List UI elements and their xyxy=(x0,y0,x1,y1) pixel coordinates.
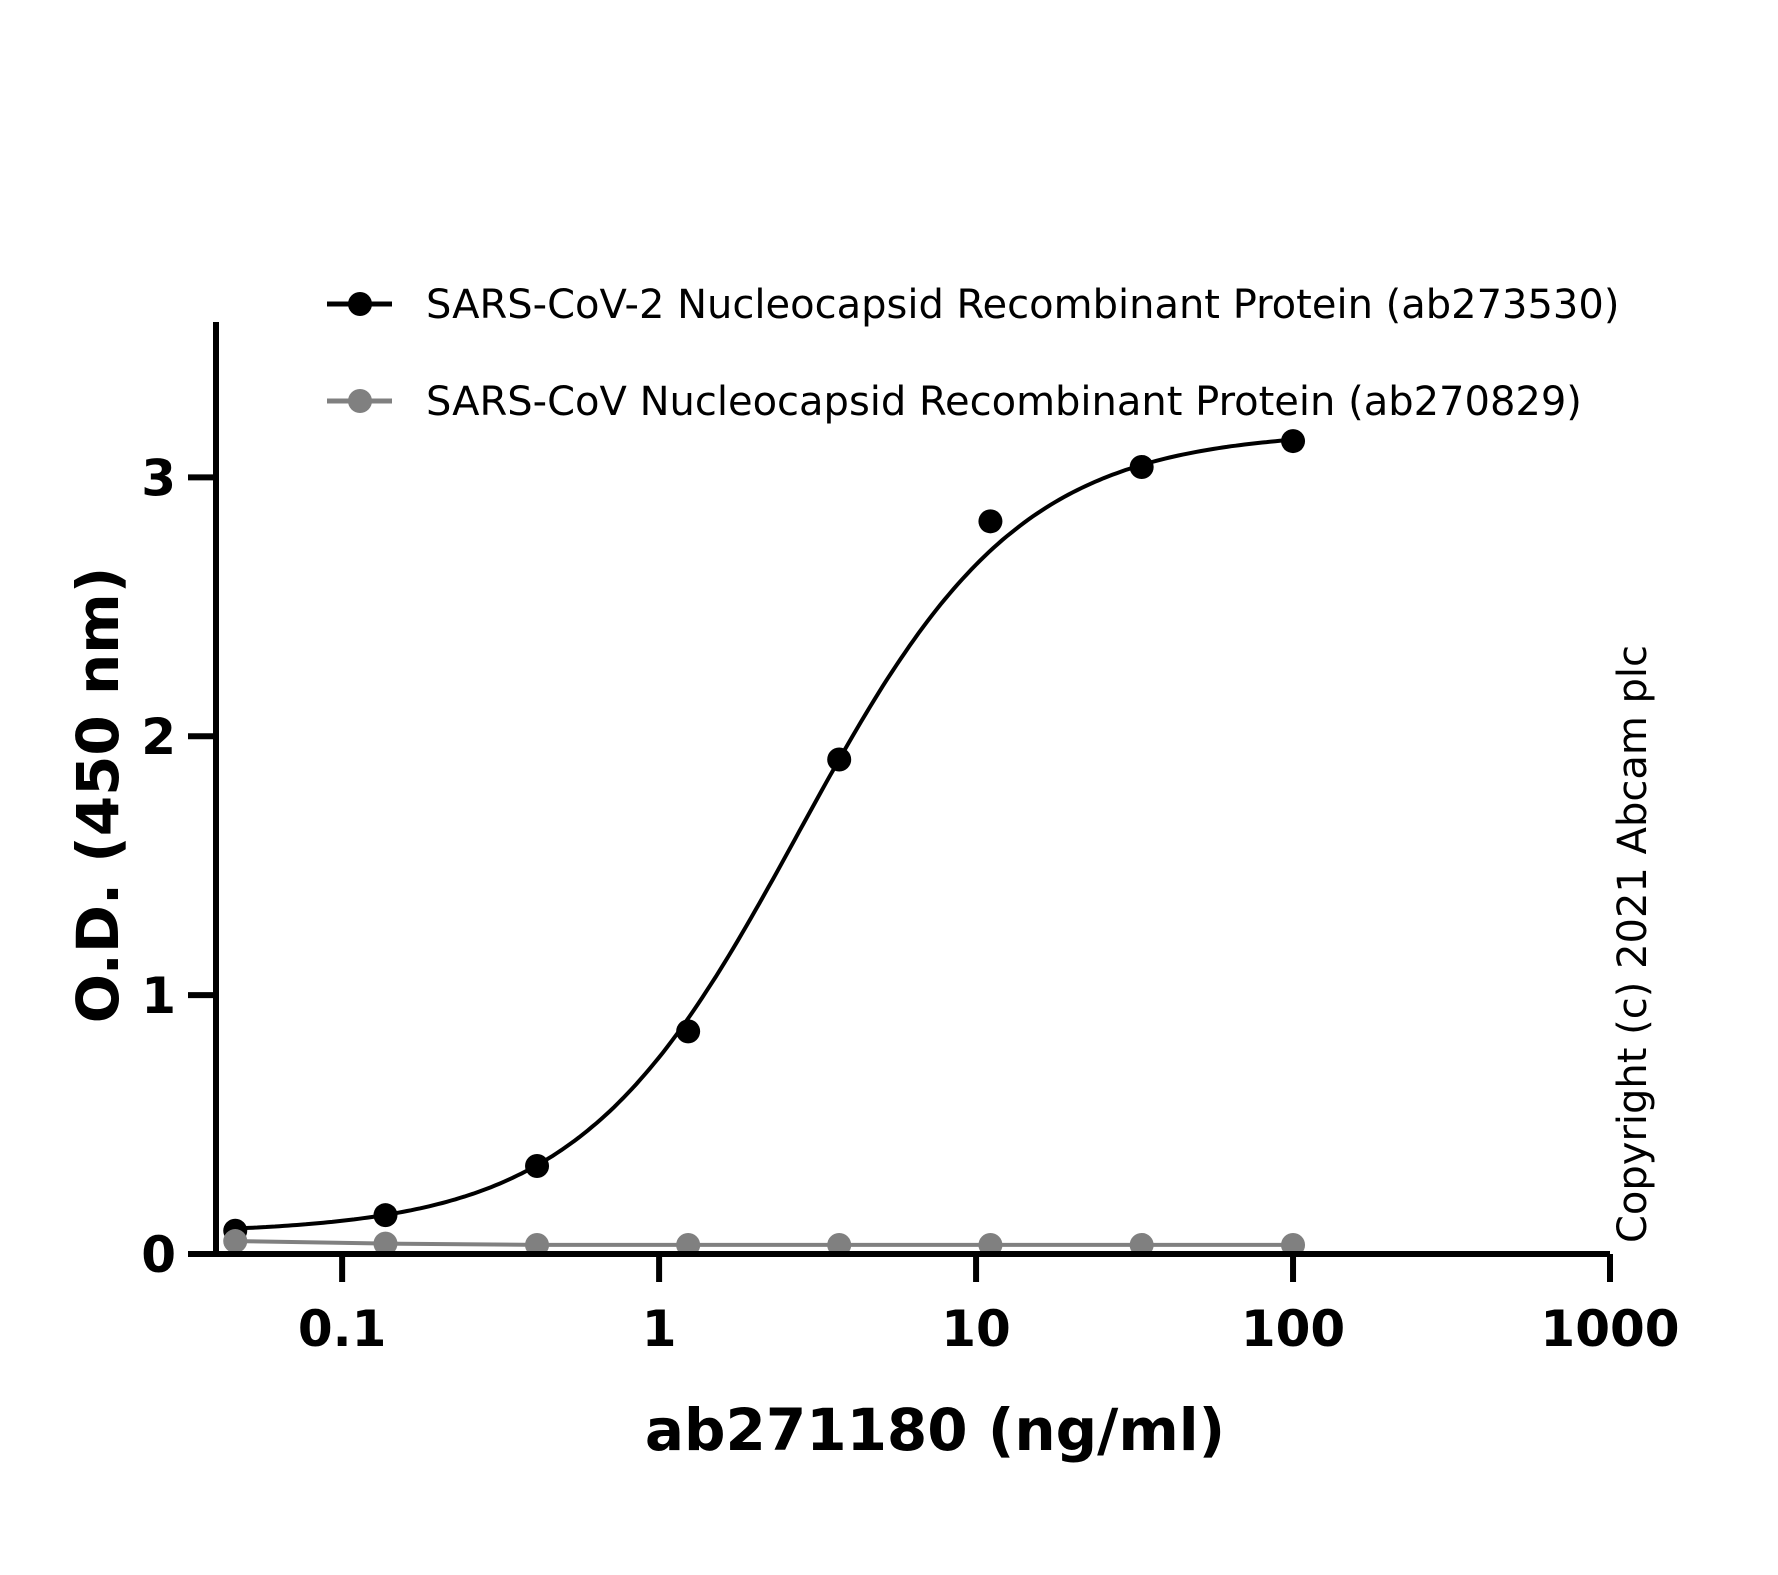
x-tick-label: 1 xyxy=(642,1300,677,1358)
x-tick-label: 100 xyxy=(1241,1300,1345,1358)
series-2-point xyxy=(676,1232,701,1257)
x-axis-title: ab271180 (ng/ml) xyxy=(645,1396,1225,1464)
x-tick-label: 1000 xyxy=(1540,1300,1679,1358)
data-points xyxy=(223,429,1306,1257)
series-2-curve xyxy=(235,1239,1293,1247)
series-1-point xyxy=(827,747,852,772)
x-tick-label: 10 xyxy=(941,1300,1011,1358)
y-tick-label: 3 xyxy=(141,449,176,507)
series-1-point xyxy=(373,1203,398,1228)
series-2-point xyxy=(1281,1232,1306,1257)
x-tick-label: 0.1 xyxy=(298,1300,387,1358)
series-2-point xyxy=(223,1229,248,1254)
y-tick-label: 0 xyxy=(141,1226,176,1284)
series-2-point xyxy=(827,1232,852,1257)
series-1-point xyxy=(676,1019,701,1044)
y-tick-label: 2 xyxy=(141,708,176,766)
y-axis-title: O.D. (450 nm) xyxy=(64,567,132,1023)
legend-label-1: SARS-CoV-2 Nucleocapsid Recombinant Prot… xyxy=(426,282,1619,328)
copyright-annotation: Copyright (c) 2021 Abcam plc xyxy=(1610,645,1656,1243)
series-2-point xyxy=(373,1231,398,1256)
series-2-point xyxy=(978,1232,1003,1257)
legend-marker-2 xyxy=(348,389,372,413)
series-1-point xyxy=(525,1153,550,1178)
y-tick-label: 1 xyxy=(141,967,176,1025)
series-1-point xyxy=(1129,454,1154,479)
series-1-curve xyxy=(235,437,1294,1231)
legend-marker-1 xyxy=(348,292,372,316)
fit-curves xyxy=(235,437,1294,1247)
series-1-point xyxy=(1281,429,1306,454)
legend: SARS-CoV-2 Nucleocapsid Recombinant Prot… xyxy=(327,282,1619,425)
axes xyxy=(188,322,1613,1282)
tick-labels: 0 1 2 3 0.1 1 10 100 1000 xyxy=(141,449,1679,1358)
series-1-point xyxy=(978,509,1003,534)
series-2-point xyxy=(1129,1232,1154,1257)
legend-label-2: SARS-CoV Nucleocapsid Recombinant Protei… xyxy=(426,379,1582,425)
series-2-point xyxy=(525,1232,550,1257)
